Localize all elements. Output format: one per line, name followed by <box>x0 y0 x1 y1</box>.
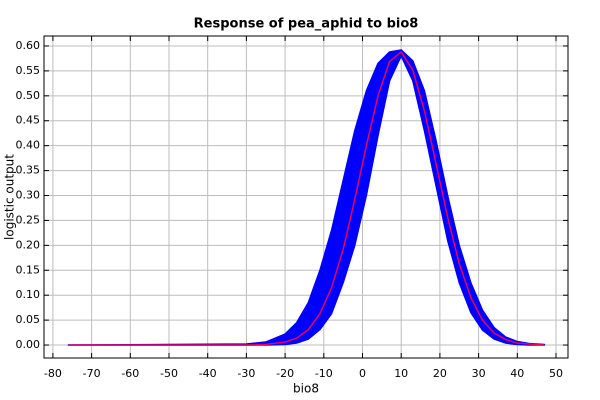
y-tick-label: 0.10 <box>16 288 41 301</box>
x-tick-label: -80 <box>44 367 62 380</box>
y-tick-label: 0.25 <box>16 213 41 226</box>
x-tick-label: 30 <box>472 367 486 380</box>
response-line <box>68 51 545 346</box>
y-tick-label: 0.45 <box>16 114 41 127</box>
x-axis-label: bio8 <box>293 382 319 396</box>
y-tick-label: 0.05 <box>16 313 41 326</box>
x-tick-label: 50 <box>549 367 563 380</box>
chart-title: Response of pea_aphid to bio8 <box>194 17 419 32</box>
plot-frame <box>43 35 569 359</box>
y-axis-label: logistic output <box>3 154 17 240</box>
y-tick-label: 0.40 <box>16 139 41 152</box>
x-tick-label: 0 <box>359 367 366 380</box>
x-tick-label: -40 <box>199 367 217 380</box>
x-tick-label: 20 <box>433 367 447 380</box>
y-tick-label: 0.30 <box>16 189 41 202</box>
x-tick-label: -70 <box>83 367 101 380</box>
y-tick-label: 0.55 <box>16 64 41 77</box>
x-tick-label: -20 <box>276 367 294 380</box>
x-tick-label: -50 <box>160 367 178 380</box>
x-tick-label: 10 <box>394 367 408 380</box>
x-tick-label: -30 <box>237 367 255 380</box>
x-tick-label: -60 <box>121 367 139 380</box>
y-tick-label: 0.35 <box>16 164 41 177</box>
y-tick-label: 0.60 <box>16 39 41 52</box>
y-tick-label: 0.15 <box>16 263 41 276</box>
y-tick-label: 0.00 <box>16 338 41 351</box>
x-tick-label: 40 <box>510 367 524 380</box>
y-tick-label: 0.20 <box>16 238 41 251</box>
x-tick-label: -10 <box>315 367 333 380</box>
y-tick-label: 0.50 <box>16 89 41 102</box>
